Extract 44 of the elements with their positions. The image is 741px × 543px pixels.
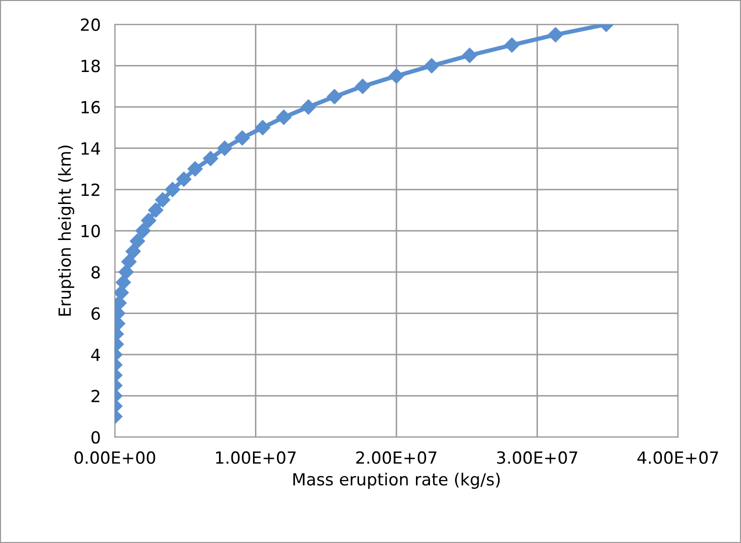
point — [355, 78, 370, 94]
y-tick-label: 6 — [92, 307, 100, 320]
y-tick-label: 10 — [82, 224, 100, 238]
point — [188, 161, 203, 176]
point — [121, 254, 137, 270]
y-tick-label: 0 — [91, 431, 100, 444]
point — [504, 38, 520, 53]
point — [424, 58, 440, 74]
point — [165, 182, 180, 198]
x-tick-label: 2.00E+07 — [356, 451, 436, 464]
point — [276, 110, 292, 125]
x-tick-label: 0.00E+00 — [74, 451, 156, 464]
y-tick-label: 20 — [80, 18, 100, 32]
y-tick-label: 2 — [92, 390, 100, 402]
x-tick-label: 1.00E+07 — [216, 451, 296, 464]
point — [141, 212, 156, 228]
y-tick-label: 4 — [91, 348, 100, 361]
y-tick-label: 14 — [82, 142, 100, 155]
y-tick-label: 12 — [82, 183, 100, 196]
point — [326, 89, 342, 104]
point — [176, 172, 192, 187]
point — [155, 192, 170, 208]
point — [116, 274, 131, 290]
y-tick-label: 18 — [82, 60, 100, 72]
point — [234, 130, 250, 146]
y-axis-title: Eruption height (km) — [58, 146, 74, 316]
x-tick-label: 3.00E+07 — [497, 451, 578, 464]
point — [462, 48, 478, 63]
point — [255, 120, 270, 136]
point — [203, 150, 218, 166]
point — [135, 223, 151, 238]
point — [130, 234, 145, 249]
x-axis-title: Mass eruption rate (kg/s) — [293, 472, 500, 489]
x-tick-label: 4.00E+07 — [637, 451, 718, 464]
point — [118, 264, 134, 280]
point — [126, 244, 141, 259]
point — [548, 27, 564, 42]
point — [114, 285, 129, 300]
point — [148, 202, 164, 218]
point — [300, 99, 316, 115]
y-tick-label: 16 — [82, 100, 100, 114]
point — [388, 68, 404, 84]
point — [217, 140, 232, 156]
y-tick-label: 8 — [91, 266, 100, 279]
